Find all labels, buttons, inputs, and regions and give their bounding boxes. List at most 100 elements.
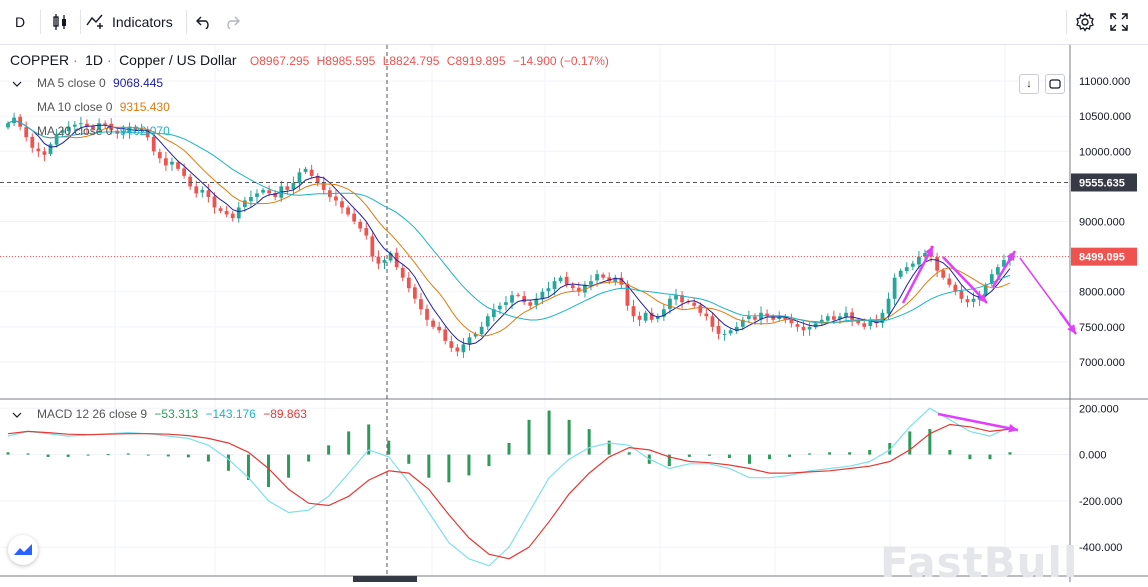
macd-hist-bar bbox=[828, 452, 832, 455]
annotation-arrow-up-1 bbox=[901, 245, 935, 304]
macd-hist-bar bbox=[287, 454, 291, 478]
ma5-label: MA 5 close 0 bbox=[37, 76, 106, 90]
macd-hist-bar bbox=[747, 454, 751, 464]
candle-body bbox=[522, 296, 527, 303]
candle-body bbox=[710, 316, 715, 327]
candle-body bbox=[412, 287, 417, 299]
candle-body bbox=[6, 123, 10, 128]
candle-body bbox=[206, 190, 211, 197]
candle-body bbox=[188, 176, 193, 187]
last-price-label: 8499.095 bbox=[1079, 252, 1125, 264]
candle-body bbox=[692, 302, 697, 306]
collapse-legend-icon[interactable] bbox=[10, 77, 24, 91]
ohlc-close: C8919.895 bbox=[446, 54, 506, 68]
chart-area[interactable]: 7000.000 7500.000 8000.000 9000.000 10000.00… bbox=[0, 45, 1148, 587]
candle-body bbox=[303, 168, 308, 172]
candle-body bbox=[157, 152, 162, 159]
macd-hist-bar bbox=[627, 452, 631, 455]
macd-hist-bar bbox=[727, 454, 731, 459]
candle-body bbox=[698, 305, 703, 313]
ma20-legend: MA 20 close 0 9402.070 bbox=[37, 124, 174, 138]
macd-hist-bar bbox=[186, 454, 190, 458]
macd-hist-value: −53.313 bbox=[154, 407, 199, 421]
candle-body bbox=[443, 329, 448, 341]
fullscreen-icon[interactable] bbox=[1106, 8, 1132, 36]
candle-body bbox=[18, 116, 23, 127]
candle-body bbox=[346, 207, 350, 215]
macd-hist-bar bbox=[146, 454, 150, 456]
candle-body bbox=[613, 277, 618, 283]
indicators-button[interactable]: Indicators bbox=[86, 8, 182, 36]
logo-icon[interactable] bbox=[8, 535, 38, 565]
macd-hist-bar bbox=[307, 454, 311, 462]
candle-body bbox=[516, 294, 520, 296]
candle-body bbox=[230, 213, 235, 218]
candle-body bbox=[783, 316, 788, 320]
candle-body bbox=[103, 123, 108, 125]
candle-body bbox=[570, 285, 575, 289]
macd-hist-bar bbox=[567, 419, 571, 455]
candle-body bbox=[164, 158, 168, 166]
y-tick-label: 7500.000 bbox=[1079, 322, 1125, 334]
crosshair-price-badge bbox=[1071, 173, 1137, 192]
candle-body bbox=[273, 192, 278, 197]
candle-body bbox=[564, 276, 569, 285]
candle-body bbox=[54, 133, 59, 145]
candle-body bbox=[285, 186, 290, 190]
candle-body bbox=[728, 330, 733, 334]
candle-body bbox=[236, 207, 241, 219]
candle-body bbox=[607, 277, 612, 282]
candle-body bbox=[66, 126, 71, 132]
y-tick-label: 9000.000 bbox=[1079, 217, 1125, 229]
macd-hist-bar bbox=[888, 443, 892, 455]
candle-body bbox=[309, 169, 314, 176]
ma20-label: MA 20 close 0 bbox=[37, 124, 113, 138]
candle-body bbox=[765, 313, 769, 317]
macd-hist-bar bbox=[768, 454, 772, 460]
redo-icon[interactable] bbox=[220, 8, 244, 36]
reset-scale-icon[interactable] bbox=[1045, 74, 1065, 94]
candle-body bbox=[680, 295, 684, 303]
candle-body bbox=[935, 257, 940, 271]
candle-body bbox=[868, 319, 873, 326]
candle-body bbox=[734, 326, 739, 332]
macd-signal-value: −89.863 bbox=[263, 407, 307, 421]
macd-hist-bar bbox=[226, 454, 230, 471]
candle-body bbox=[989, 274, 994, 284]
candle-body bbox=[674, 295, 678, 300]
macd-hist-bar bbox=[267, 454, 271, 487]
candle-body bbox=[753, 316, 757, 320]
collapse-macd-icon[interactable] bbox=[10, 408, 24, 422]
candle-body bbox=[838, 316, 842, 319]
candle-body bbox=[777, 316, 782, 319]
macd-hist-bar bbox=[106, 454, 110, 456]
candle-body bbox=[151, 136, 156, 152]
undo-icon[interactable] bbox=[192, 8, 216, 36]
candle-body bbox=[637, 315, 642, 320]
macd-hist-bar bbox=[46, 454, 50, 457]
chart-canvas[interactable]: 7000.000 7500.000 8000.000 9000.000 10000.00… bbox=[0, 45, 1148, 582]
watermark: FastBull bbox=[880, 538, 1079, 587]
candle-body bbox=[801, 326, 806, 331]
interval-button[interactable]: D bbox=[14, 14, 26, 30]
macd-hist-bar bbox=[868, 449, 872, 455]
candlestick-icon[interactable] bbox=[46, 8, 74, 36]
ohlc-change: −14.900 (−0.17%) bbox=[512, 54, 609, 68]
scroll-to-end-icon[interactable]: ↓ bbox=[1019, 74, 1039, 94]
candle-body bbox=[576, 287, 581, 292]
candle-body bbox=[625, 283, 630, 306]
candle-body bbox=[528, 302, 533, 306]
candle-body bbox=[558, 277, 563, 282]
macd-hist-bar bbox=[206, 454, 210, 462]
candle-body bbox=[370, 236, 375, 257]
ohlc-high: H8985.595 bbox=[316, 54, 376, 68]
candle-body bbox=[510, 295, 514, 303]
candle-body bbox=[746, 316, 751, 319]
macd-hist-bar bbox=[948, 449, 952, 455]
ohlc-open: O8967.295 bbox=[249, 54, 310, 68]
candle-body bbox=[212, 196, 217, 208]
gear-icon[interactable] bbox=[1072, 8, 1098, 36]
ma10-label: MA 10 close 0 bbox=[37, 100, 113, 114]
annotation-arrow-up-2-head bbox=[1006, 251, 1015, 261]
candle-body bbox=[965, 299, 970, 303]
